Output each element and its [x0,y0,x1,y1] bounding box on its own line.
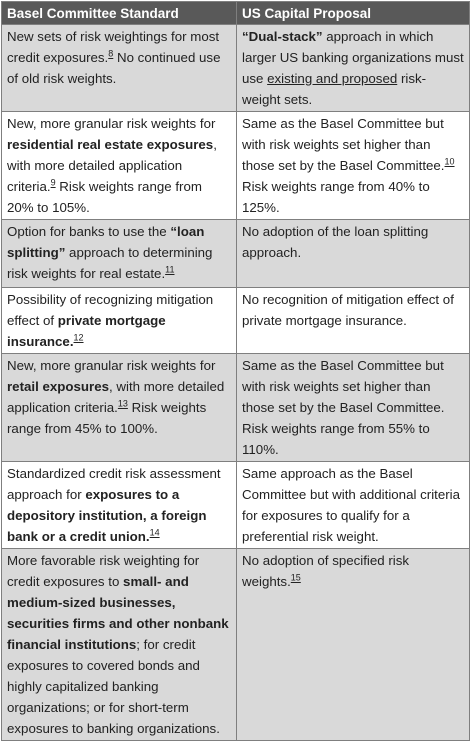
text: risk-weight sets. [242,71,427,107]
cell: Same as the Basel Committee but with ris… [236,111,470,220]
cell: No adoption of specified risk weights.15 [236,548,470,741]
cell: New, more granular risk weights for reta… [1,353,237,462]
cell: “Dual-stack” approach in which larger US… [236,24,470,112]
cell: Possibility of recognizing mitigation ef… [1,287,237,354]
cell: Same as the Basel Committee but with ris… [236,353,470,462]
cell: Standardized credit risk assessment appr… [1,461,237,549]
text: approach to determining risk weights for… [7,245,213,281]
cell: No recognition of mitigation effect of p… [236,287,470,354]
bold-text: residential real estate exposures [7,137,214,152]
text: No continued use of old risk weights. [7,50,221,86]
footnote[interactable]: 8 [108,48,114,59]
cell: More favorable risk weighting for credit… [1,548,237,741]
cell: Same approach as the Basel Committee but… [236,461,470,549]
text: No adoption of the loan splitting approa… [242,224,429,260]
row: Possibility of recognizing mitigation ef… [1,287,470,354]
footnote[interactable]: 10 [444,156,455,167]
text: New, more granular risk weights for [7,358,216,373]
footnote[interactable]: 13 [117,398,128,409]
header: Basel Committee Standard [1,1,237,25]
text: , with more detailed application criteri… [7,379,225,415]
bold-text: retail exposures [7,379,109,394]
cell: New sets of risk weightings for most cre… [1,24,237,112]
header: US Capital Proposal [236,1,470,25]
text: Same approach as the Basel Committee but… [242,466,461,544]
text: Same as the Basel Committee but with ris… [242,358,445,457]
bold-text: small- and medium-sized businesses, secu… [7,574,229,652]
bold-text: “Dual-stack” [242,29,323,44]
text: Risk weights range from 20% to 105%. [7,179,202,215]
footnote[interactable]: 9 [50,177,56,188]
footnote[interactable]: 15 [290,572,301,583]
footnote[interactable]: 11 [165,264,175,275]
cell: No adoption of the loan splitting approa… [236,219,470,288]
text: More favorable risk weighting for credit… [7,553,200,589]
footnote[interactable]: 14 [149,527,160,538]
row: Option for banks to use the “loan splitt… [1,219,470,288]
text: New sets of risk weightings for most cre… [7,29,220,65]
text: , with more detailed application criteri… [7,137,217,194]
cell: Option for banks to use the “loan splitt… [1,219,237,288]
row: New, more granular risk weights for resi… [1,111,470,220]
row: New, more granular risk weights for reta… [1,353,470,462]
text: approach in which larger US banking orga… [242,29,464,86]
text: Option for banks to use the [7,224,171,239]
bold-text: private mortgage insurance. [7,313,166,349]
row: More favorable risk weighting for credit… [1,548,470,741]
cell: New, more granular risk weights for resi… [1,111,237,220]
text: Risk weights range from 45% to 100%. [7,400,207,436]
header-row: Basel Committee Standard US Capital Prop… [1,1,470,25]
text: No adoption of specified risk weights. [242,553,410,589]
bold-text: “loan splitting” [7,224,205,260]
text: New, more granular risk weights for [7,116,216,131]
row: New sets of risk weightings for most cre… [1,24,470,112]
text: Possibility of recognizing mitigation ef… [7,292,214,328]
footnote[interactable]: 12 [73,332,84,343]
text: Standardized credit risk assessment appr… [7,466,221,502]
text: Same as the Basel Committee but with ris… [242,116,445,173]
text: No recognition of mitigation effect of p… [242,292,454,328]
underlined-text: existing and proposed [267,71,398,86]
bold-text: exposures to a depository institution, a… [7,487,207,544]
row: Standardized credit risk assessment appr… [1,461,470,549]
text: Risk weights range from 40% to 125%. [242,179,430,215]
